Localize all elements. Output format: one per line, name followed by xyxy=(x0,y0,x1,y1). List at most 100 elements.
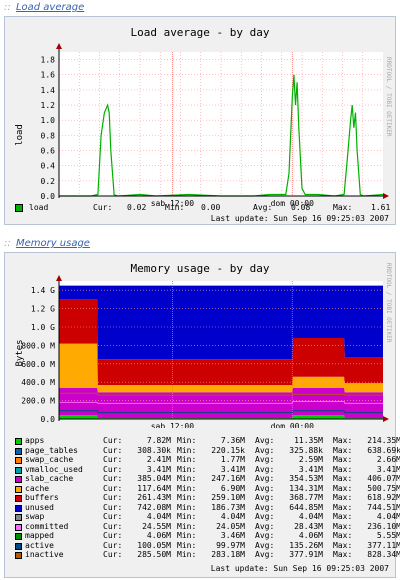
memory-legend: apps Cur: 7.82M Min: 7.36M Avg: 11.35M Max: 214.… xyxy=(15,436,400,560)
legend-swatch-icon xyxy=(15,457,22,464)
load-chart-title: Load average - by day xyxy=(130,26,269,39)
legend-avg-value: 134.31M xyxy=(289,483,323,493)
load-y-tick-label: 1.4 xyxy=(41,86,56,95)
legend-avg-label: Avg: xyxy=(255,531,275,540)
load-y-tick-label: 0.8 xyxy=(41,131,56,140)
legend-min-value: 283.18M xyxy=(211,550,245,559)
legend-max-label: Max: xyxy=(333,483,353,493)
legend-max-label: Max: xyxy=(333,502,353,512)
legend-min-label: Min: xyxy=(177,474,197,483)
legend-max-label: Max: xyxy=(333,455,353,464)
memory-line-inactive xyxy=(59,392,383,396)
memory-legend-row: mapped Cur: 4.06M Min: 3.46M Avg: 4.06M Max: 5.5… xyxy=(15,531,400,541)
legend-avg-value: 644.85M xyxy=(289,502,323,512)
legend-avg-value: 3.41M xyxy=(298,464,323,474)
legend-min-value: 3.41M xyxy=(220,464,245,474)
legend-swatch-icon xyxy=(15,495,22,502)
legend-avg-label: Avg: xyxy=(255,474,275,483)
legend-avg-value: 354.53M xyxy=(289,474,323,483)
memory-area-cache xyxy=(59,343,383,393)
memory-y-tick-label: 1.4 G xyxy=(31,286,55,295)
legend-max-label: Max: xyxy=(333,531,353,540)
legend-cur-value: 4.04M xyxy=(146,512,171,521)
legend-avg-label: Avg: xyxy=(255,512,275,521)
memory-area-unused xyxy=(59,285,383,360)
legend-series-name: mapped xyxy=(25,531,54,540)
load-last-update: Last update: Sun Sep 16 09:25:03 2007 xyxy=(210,214,389,223)
load-max-label: Max: xyxy=(333,203,353,212)
legend-min-label: Min: xyxy=(177,540,197,550)
legend-cur-label: Cur: xyxy=(103,502,123,512)
legend-avg-label: Avg: xyxy=(255,455,275,464)
legend-cur-value: 261.43M xyxy=(137,493,171,502)
memory-legend-row: cache Cur: 117.64M Min: 6.90M Avg: 134.31M Max:… xyxy=(15,483,400,494)
legend-swatch-icon xyxy=(15,552,22,559)
legend-min-label: Min: xyxy=(177,502,197,512)
legend-cur-value: 7.82M xyxy=(146,436,171,445)
legend-avg-value: 368.77M xyxy=(289,493,323,502)
memory-y-tick-label: 200.0 M xyxy=(21,397,55,406)
memory-x-arrow-icon xyxy=(383,416,389,422)
load-y-tick-label: 1.8 xyxy=(41,56,56,65)
memory-legend-row: active Cur: 100.05M Min: 99.97M Avg: 135.26M Ma… xyxy=(15,540,400,551)
legend-avg-value: 135.26M xyxy=(289,540,323,550)
memory-chart-title: Memory usage - by day xyxy=(130,262,269,275)
legend-series-name: committed xyxy=(25,521,69,531)
legend-avg-value: 2.59M xyxy=(298,455,323,464)
load-y-arrow-icon xyxy=(56,43,62,49)
load-average-link[interactable]: Load average xyxy=(15,2,85,13)
legend-series-name: unused xyxy=(25,502,54,512)
memory-legend-row: inactive Cur: 285.50M Min: 283.18M Avg: 377.91… xyxy=(15,550,400,560)
legend-min-value: 99.97M xyxy=(216,540,245,550)
legend-cur-label: Cur: xyxy=(103,540,123,550)
load-chart: Load average - by day load RRDTOOL / TOB… xyxy=(15,26,392,208)
legend-cur-label: Cur: xyxy=(103,512,123,521)
load-min-value: 0.00 xyxy=(201,203,221,212)
legend-min-label: Min: xyxy=(177,493,197,502)
load-y-tick-label: 0.0 xyxy=(41,192,56,201)
legend-series-name: vmalloc_used xyxy=(25,464,83,474)
legend-avg-value: 28.43M xyxy=(294,521,323,531)
legend-swatch-icon xyxy=(15,542,22,550)
legend-min-label: Min: xyxy=(177,464,197,474)
legend-min-value: 259.10M xyxy=(211,493,245,502)
section-prefix: :: xyxy=(4,2,11,13)
legend-max-value: 214.35M xyxy=(367,436,400,445)
legend-min-label: Min: xyxy=(177,455,197,464)
load-graph-panel: Load average - by day load RRDTOOL / TOB… xyxy=(4,16,396,225)
legend-avg-label: Avg: xyxy=(255,550,275,559)
legend-min-label: Min: xyxy=(177,436,197,445)
legend-swatch-icon xyxy=(15,485,22,493)
legend-max-label: Max: xyxy=(333,474,353,483)
legend-cur-value: 4.06M xyxy=(146,531,171,540)
legend-swatch-icon xyxy=(15,523,22,531)
legend-min-value: 7.36M xyxy=(220,436,245,445)
legend-max-label: Max: xyxy=(333,550,353,559)
memory-legend-row: buffers Cur: 261.43M Min: 259.10M Avg: 368.77M… xyxy=(15,493,400,503)
load-avg-value: 0.08 xyxy=(291,203,311,212)
load-watermark: RRDTOOL / TOBI OETIKER xyxy=(385,57,392,137)
memory-legend-row: swap_cache Cur: 2.41M Min: 1.77M Avg: 2.59M Max… xyxy=(15,455,400,465)
legend-min-value: 1.77M xyxy=(220,455,245,464)
legend-min-value: 186.73M xyxy=(211,502,245,512)
legend-cur-label: Cur: xyxy=(103,474,123,483)
memory-usage-link[interactable]: Memory usage xyxy=(15,238,90,249)
load-ylabel: load xyxy=(15,124,25,146)
memory-graph-panel: Memory usage - by day Bytes RRDTOOL / TO… xyxy=(4,252,400,578)
legend-cur-value: 24.55M xyxy=(142,521,171,531)
legend-cur-value: 3.41M xyxy=(146,464,171,474)
legend-min-label: Min: xyxy=(177,512,197,521)
legend-avg-label: Avg: xyxy=(255,502,275,512)
load-y-tick-label: 0.4 xyxy=(41,162,56,171)
load-cur-label: Cur: xyxy=(93,203,113,212)
memory-y-tick-label: 800.0 M xyxy=(21,341,55,350)
memory-last-update: Last update: Sun Sep 16 09:25:03 2007 xyxy=(210,564,389,573)
memory-y-tick-label: 400.0 M xyxy=(21,378,55,387)
legend-max-value: 828.34M xyxy=(367,550,400,559)
legend-cur-label: Cur: xyxy=(103,455,123,464)
load-avg-label: Avg: xyxy=(253,203,273,212)
legend-max-label: Max: xyxy=(333,445,353,455)
legend-max-value: 406.07M xyxy=(367,474,400,483)
memory-watermark: RRDTOOL / TOBI OETIKER xyxy=(385,263,392,343)
legend-cur-value: 100.05M xyxy=(137,540,171,550)
